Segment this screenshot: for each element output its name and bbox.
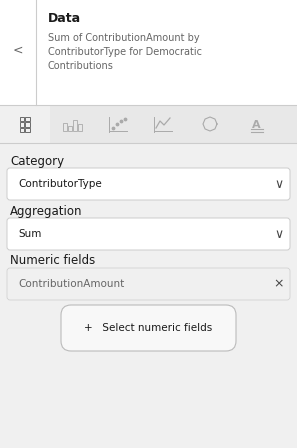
FancyBboxPatch shape	[0, 105, 297, 143]
Text: Sum: Sum	[18, 229, 41, 239]
Text: ∨: ∨	[274, 228, 284, 241]
Text: A: A	[252, 120, 260, 130]
Text: Data: Data	[48, 12, 81, 25]
Point	[123, 116, 127, 123]
Point	[115, 121, 119, 128]
FancyBboxPatch shape	[7, 168, 290, 200]
Text: ContributorType: ContributorType	[18, 179, 102, 189]
FancyBboxPatch shape	[61, 305, 236, 351]
Text: ContributorType for Democratic: ContributorType for Democratic	[48, 47, 202, 57]
FancyBboxPatch shape	[7, 268, 290, 300]
Text: ×: ×	[274, 277, 284, 290]
Text: Category: Category	[10, 155, 64, 168]
Text: Sum of ContributionAmount by: Sum of ContributionAmount by	[48, 33, 200, 43]
FancyBboxPatch shape	[0, 105, 50, 143]
Text: <: <	[13, 43, 23, 56]
Text: ∨: ∨	[274, 177, 284, 190]
Point	[119, 117, 123, 125]
Text: Numeric fields: Numeric fields	[10, 254, 95, 267]
FancyBboxPatch shape	[0, 143, 297, 448]
Point	[110, 125, 115, 132]
FancyBboxPatch shape	[0, 0, 297, 105]
Text: Contributions: Contributions	[48, 61, 114, 71]
Text: ContributionAmount: ContributionAmount	[18, 279, 124, 289]
Text: +   Select numeric fields: + Select numeric fields	[84, 323, 213, 333]
FancyBboxPatch shape	[7, 218, 290, 250]
Text: Aggregation: Aggregation	[10, 204, 83, 217]
